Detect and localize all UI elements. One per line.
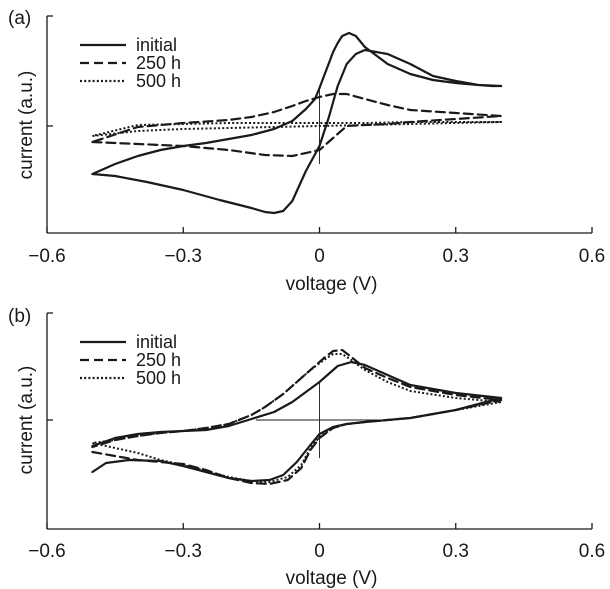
x-axis-label: voltage (V) bbox=[286, 568, 378, 589]
legend-label: 250 h bbox=[136, 53, 181, 73]
series-line-250-h bbox=[91, 92, 503, 158]
y-axis-label: current (a.u.) bbox=[16, 71, 37, 180]
legend-label: 500 h bbox=[136, 368, 181, 388]
x-tick-label: 0.3 bbox=[443, 246, 469, 267]
legend-label: initial bbox=[136, 35, 177, 55]
panel-b: −0.6 −0.3 0 0.3 0.6 voltage (V) current (a.u.)… bbox=[8, 306, 605, 589]
x-tick-label: −0.3 bbox=[164, 246, 202, 267]
x-tick-label: 0.6 bbox=[579, 541, 605, 562]
x-tick-label: −0.6 bbox=[28, 246, 66, 267]
series-line-500-h bbox=[92, 121, 503, 137]
legend-label: 500 h bbox=[136, 71, 181, 91]
x-tick-label: 0.6 bbox=[579, 246, 605, 267]
x-tick-label: −0.3 bbox=[164, 541, 202, 562]
series-line-250-h bbox=[91, 348, 503, 486]
x-tick-label: 0 bbox=[314, 541, 325, 562]
legend-label: 250 h bbox=[136, 350, 181, 370]
x-tick-label: 0 bbox=[314, 246, 325, 267]
legend-label: initial bbox=[136, 332, 177, 352]
series-line-500-h bbox=[92, 353, 503, 483]
x-tick-label: 0.3 bbox=[443, 541, 469, 562]
panel-label: (b) bbox=[8, 306, 31, 327]
panel-label: (a) bbox=[8, 8, 31, 29]
x-axis-label: voltage (V) bbox=[286, 274, 378, 295]
y-axis-label: current (a.u.) bbox=[16, 366, 37, 475]
x-tick-label: −0.6 bbox=[28, 541, 66, 562]
panel-a: −0.6 −0.3 0 0.3 0.6 voltage (V) current (a.u.)… bbox=[8, 8, 605, 295]
